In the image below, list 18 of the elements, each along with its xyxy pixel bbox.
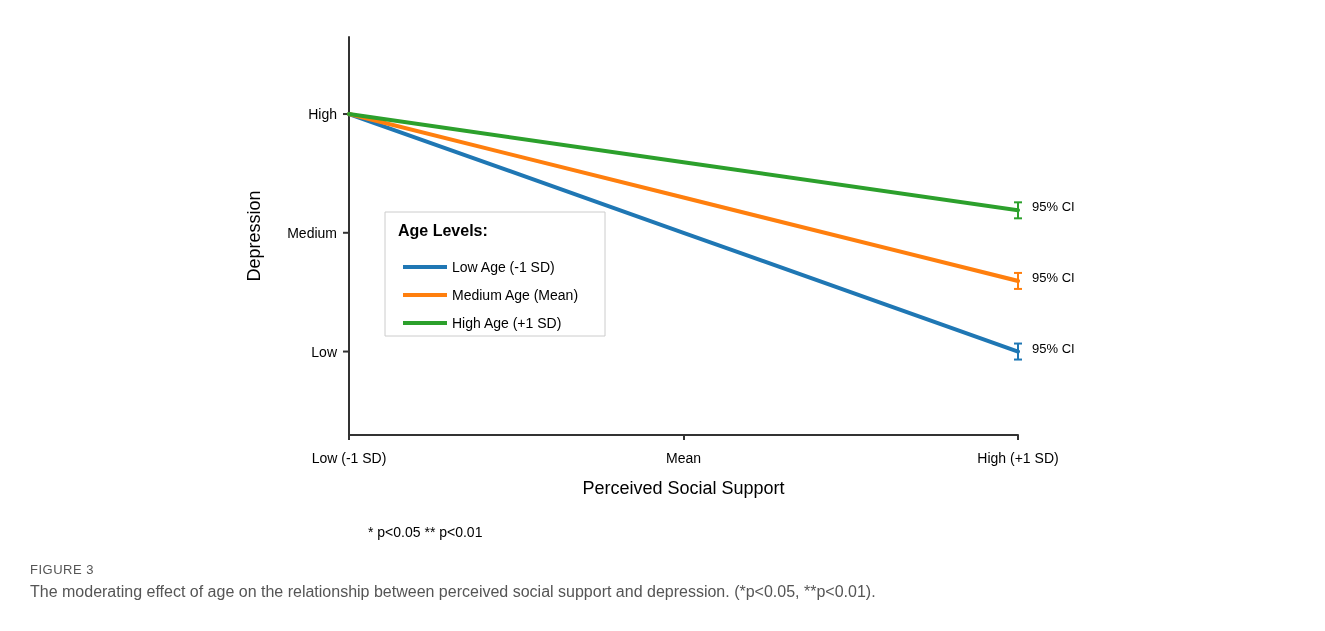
x-tick-label: Low (-1 SD) (311, 450, 387, 466)
legend-label: High Age (+1 SD) (452, 315, 562, 331)
text: Low (311, 343, 338, 360)
text: 95% CI (1032, 199, 1075, 215)
text: 95% CI (1032, 269, 1075, 285)
legend-label: Low Age (-1 SD) (452, 259, 555, 275)
text: The moderating effect of age on the relationship between perceived social support and depression. (*p<0.05, **p<0.01). (30, 583, 876, 601)
x-axis-title: Perceived Social Support (582, 478, 785, 498)
x-tick-label: High (+1 SD) (977, 450, 1059, 466)
y-axis-title: Depression (244, 190, 264, 282)
text: 95% CI (1032, 340, 1075, 356)
caption: FIGURE 3 (30, 562, 94, 577)
x-tick-label: Mean (665, 450, 702, 466)
text: Medium (287, 224, 337, 241)
legend-title: Age Levels: (398, 221, 488, 239)
text: * p<0.05 ** p<0.01 (368, 524, 483, 540)
legend-label: Medium Age (Mean) (452, 287, 579, 303)
text: High (308, 106, 337, 123)
